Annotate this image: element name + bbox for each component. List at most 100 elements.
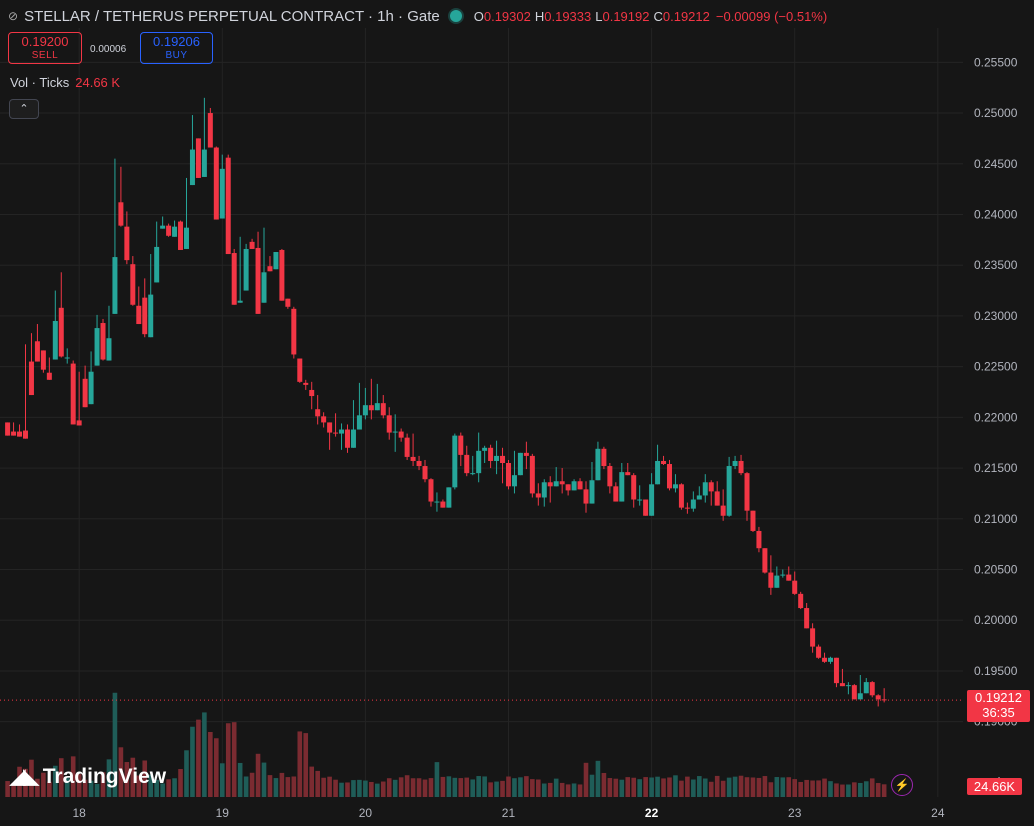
- y-tick-label: 0.24000: [974, 207, 1018, 221]
- candle-body: [720, 505, 726, 516]
- candle-body: [822, 657, 828, 662]
- candle-body: [601, 448, 607, 467]
- volume-bar: [315, 770, 320, 797]
- volume-bar: [53, 765, 58, 797]
- last-price-tag: 0.19212 36:35: [967, 690, 1030, 723]
- candle-body: [189, 149, 195, 186]
- volume-legend[interactable]: Vol · Ticks 24.66 K: [10, 75, 120, 90]
- volume-bar: [142, 760, 148, 797]
- candle-body: [851, 685, 857, 700]
- candle-body: [166, 225, 172, 236]
- lightning-icon[interactable]: ⚡: [891, 774, 913, 796]
- candle-body: [225, 157, 231, 255]
- candle-body: [446, 487, 452, 508]
- volume-bar: [285, 777, 291, 797]
- candle-body: [696, 495, 702, 500]
- volume-bar: [41, 772, 46, 797]
- candle-body: [344, 429, 350, 448]
- volume-bar: [810, 780, 815, 797]
- volume-bar: [840, 784, 845, 797]
- candle-body: [547, 482, 553, 487]
- candle-body: [839, 683, 845, 687]
- y-tick-label: 0.23000: [974, 309, 1018, 323]
- volume-bar: [23, 768, 28, 797]
- candle-body: [243, 248, 249, 291]
- volume-bar: [404, 775, 410, 797]
- symbol-title[interactable]: STELLAR / TETHERUS PERPETUAL CONTRACT · …: [24, 7, 440, 25]
- candle-body: [702, 482, 708, 496]
- volume-bar: [440, 776, 446, 797]
- candle-body: [339, 429, 345, 434]
- volume-tag: 24.66K: [967, 778, 1022, 795]
- volume-bar: [524, 776, 529, 797]
- volume-bar: [852, 782, 857, 797]
- volume-bar: [184, 750, 189, 797]
- candle-body: [523, 452, 529, 456]
- candle-body: [315, 409, 321, 417]
- volume-bar: [655, 776, 660, 797]
- volume-bar: [631, 777, 637, 797]
- candle-body: [52, 320, 58, 360]
- volume-bar: [333, 779, 338, 797]
- candle-body: [440, 501, 446, 508]
- candle-body: [40, 350, 46, 370]
- candle-body: [744, 473, 750, 511]
- volume-bar: [386, 778, 392, 797]
- volume-bar: [208, 731, 213, 797]
- candle-body: [404, 437, 410, 457]
- candle-body: [130, 264, 136, 305]
- candle-body: [571, 481, 577, 491]
- candle-body: [58, 307, 64, 357]
- volume-bar: [237, 762, 243, 797]
- candle-body: [231, 253, 237, 305]
- chevron-up-icon[interactable]: ⌃: [9, 99, 39, 119]
- y-tick-label: 0.21500: [974, 461, 1018, 475]
- volume-bar: [196, 719, 201, 797]
- volume-bar: [494, 781, 499, 797]
- candle-body: [291, 308, 297, 355]
- volume-bar: [649, 777, 654, 797]
- candle-body: [416, 460, 422, 467]
- candle-body: [607, 466, 613, 487]
- volume-bar: [470, 779, 476, 797]
- volume-bar: [375, 783, 380, 797]
- open-value: 0.19302: [483, 8, 531, 24]
- candle-body: [529, 455, 535, 494]
- volume-bar: [679, 780, 684, 797]
- symbol-icon: ⊘: [8, 9, 19, 23]
- candle-body: [768, 572, 774, 588]
- volume-bar: [58, 758, 64, 797]
- candle-body: [780, 574, 786, 576]
- y-tick-label: 0.25000: [974, 106, 1018, 120]
- volume-bar: [446, 776, 452, 797]
- volume-bar: [875, 783, 881, 797]
- candle-body: [762, 548, 768, 573]
- tradingview-logo[interactable]: ◢◣ TradingView: [10, 764, 166, 789]
- candle-body: [428, 479, 434, 502]
- volume-bar: [178, 769, 183, 797]
- volume-bar: [190, 726, 195, 797]
- volume-bar: [29, 759, 34, 797]
- candle-body: [195, 138, 201, 178]
- candle-body: [869, 682, 875, 696]
- buy-label: BUY: [165, 50, 188, 61]
- volume-bar: [422, 779, 428, 797]
- y-tick-label: 0.19500: [974, 664, 1018, 678]
- volume-bar: [571, 783, 577, 797]
- candle-body: [827, 657, 833, 662]
- volume-bar: [488, 782, 493, 797]
- volume-bar: [112, 692, 118, 797]
- volume-bar: [708, 781, 714, 797]
- high-value: 0.19333: [544, 8, 592, 24]
- candle-body: [183, 227, 189, 249]
- buy-price: 0.19206: [153, 34, 200, 49]
- volume-bar: [148, 774, 154, 797]
- volume-bar: [124, 762, 130, 797]
- buy-button[interactable]: 0.19206 BUY: [140, 32, 213, 64]
- volume-bar: [726, 777, 732, 797]
- volume-bar: [858, 782, 863, 797]
- candle-body: [34, 341, 40, 362]
- sell-button[interactable]: 0.19200 SELL: [8, 32, 82, 64]
- candle-body: [154, 246, 160, 283]
